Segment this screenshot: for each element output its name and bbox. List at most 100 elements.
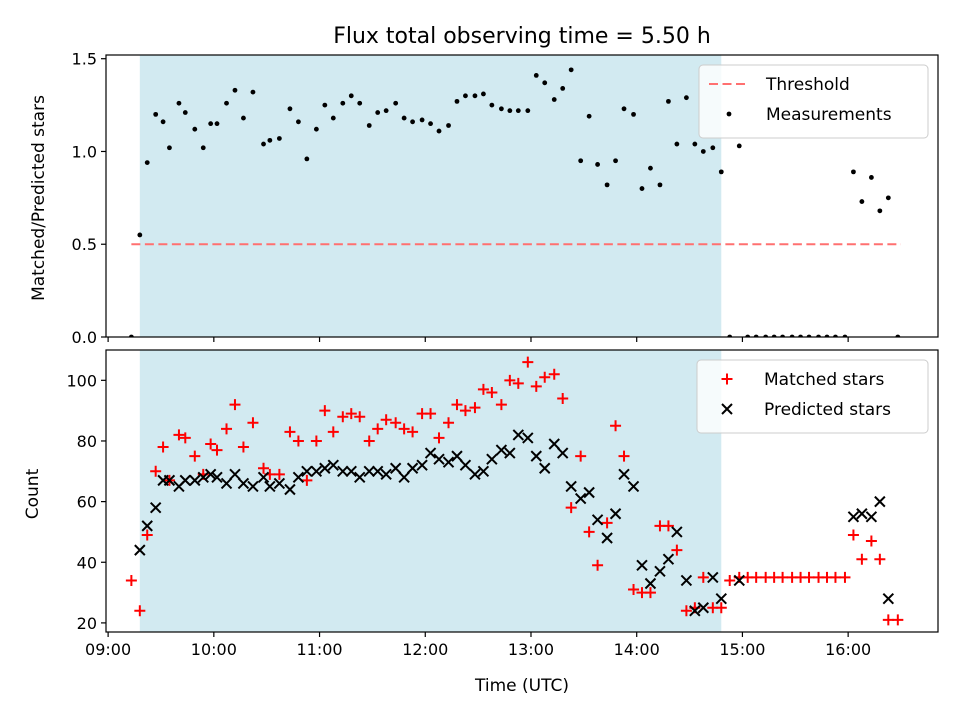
measurements-point (463, 93, 468, 99)
measurements-point (525, 108, 531, 114)
predicted-stars-point (319, 462, 331, 474)
matched-stars-point (372, 423, 384, 435)
predicted-stars-point (433, 453, 445, 465)
x-tick-label: 14:00 (614, 640, 660, 659)
predicted-stars-point (220, 477, 233, 490)
matched-stars-point (337, 411, 349, 423)
measurements-point (718, 169, 724, 175)
predicted-stars-point (301, 465, 313, 477)
axes-frame (105, 349, 939, 633)
matched-stars-point (847, 529, 859, 541)
legend-box (698, 64, 929, 139)
measurements-point (304, 156, 310, 162)
matched-stars-point (592, 559, 604, 571)
predicted-stars-point (416, 459, 428, 471)
matched-stars-point (327, 426, 339, 438)
measurements-point (214, 121, 220, 127)
predicted-stars-point (477, 465, 490, 477)
predicted-stars-point (882, 592, 895, 605)
matched-stars-point (292, 435, 304, 447)
measurements-point (489, 102, 495, 108)
predicted-stars-point (609, 508, 622, 520)
predicted-stars-point (345, 465, 357, 477)
matched-stars-point (557, 393, 569, 405)
measurements-point (595, 162, 600, 167)
predicted-stars-point (363, 465, 375, 477)
measurements-point (401, 115, 407, 121)
measurements-point (393, 100, 399, 106)
matched-stars-point (671, 544, 683, 556)
legend: Matched stars Predicted stars (696, 359, 929, 434)
predicted-stars-point (856, 508, 868, 520)
predicted-stars-point (865, 511, 878, 523)
matched-stars-point (618, 450, 630, 462)
legend-label-measurements: Measurements (766, 105, 892, 125)
legend: Threshold Measurements (698, 64, 929, 139)
matched-stars-point (565, 502, 577, 514)
measurements-point (340, 100, 346, 106)
matched-stars-point (892, 614, 904, 626)
matched-stars-point (284, 426, 296, 438)
x-tick-label: 09:00 (85, 640, 131, 659)
measurements-point (454, 98, 460, 104)
predicted-stars-point (211, 471, 223, 484)
measurements-point (436, 128, 442, 134)
matched-stars-point (724, 574, 736, 586)
predicted-stars-point (406, 462, 419, 474)
matched-stars-point (425, 408, 437, 420)
predicted-stars-point (197, 471, 209, 484)
measurements-point (613, 158, 618, 164)
measurements-point (560, 85, 566, 91)
x-tick-label: 11:00 (296, 640, 342, 659)
matched-stars-point (856, 553, 868, 565)
predicted-stars-point (618, 468, 630, 481)
legend-swatch-matched-stars (721, 373, 733, 385)
predicted-stars-point (371, 465, 384, 477)
matched-stars-point (583, 526, 595, 538)
predicted-stars-point (229, 468, 241, 481)
y-tick-label: 0.0 (72, 328, 97, 347)
matched-stars-point (451, 399, 463, 411)
predicted-stars-point (149, 501, 162, 514)
matched-stars-point (433, 432, 445, 444)
measurements-point (877, 208, 883, 214)
bottom-y-axis-label: Count (23, 468, 43, 519)
observing-window-shade (139, 350, 722, 632)
predicted-stars-point (354, 471, 366, 484)
predicted-stars-point (707, 571, 719, 584)
y-tick-label: 1.0 (72, 142, 97, 161)
matched-stars-point (319, 405, 331, 417)
measurements-point (542, 80, 548, 86)
matched-stars-point (179, 432, 191, 444)
measurements-point (375, 110, 381, 115)
x-axis-label: Time (UTC) (474, 676, 569, 696)
measurements-point (639, 186, 645, 191)
measurements-point (322, 102, 328, 108)
measurements-point (167, 145, 172, 151)
measurements-point (261, 141, 266, 147)
predicted-stars-point (662, 553, 675, 565)
measurements-point (250, 89, 256, 95)
legend-box (696, 359, 929, 434)
predicted-stars-point (689, 605, 701, 617)
measurements-point (200, 145, 206, 151)
measurements-point (621, 106, 627, 112)
matched-stars-point (380, 414, 392, 426)
measurements-point (176, 100, 182, 106)
legend-swatch-measurements (726, 111, 732, 117)
matched-stars-point (125, 574, 137, 586)
predicted-stars-point (247, 480, 259, 493)
predicted-stars-point (273, 477, 286, 490)
predicted-stars-point (715, 592, 727, 605)
predicted-stars-point (530, 450, 542, 462)
matched-stars-point (157, 441, 169, 453)
matched-stars-point (354, 411, 366, 423)
x-tick-label: 10:00 (191, 640, 237, 659)
x-tick-label: 15:00 (719, 640, 765, 659)
matched-stars-point (548, 368, 560, 380)
predicted-stars-point (134, 544, 146, 556)
predicted-stars-point (141, 520, 153, 532)
matched-stars-point (610, 420, 622, 432)
predicted-stars-point (237, 477, 250, 490)
measurements-point (481, 91, 486, 97)
